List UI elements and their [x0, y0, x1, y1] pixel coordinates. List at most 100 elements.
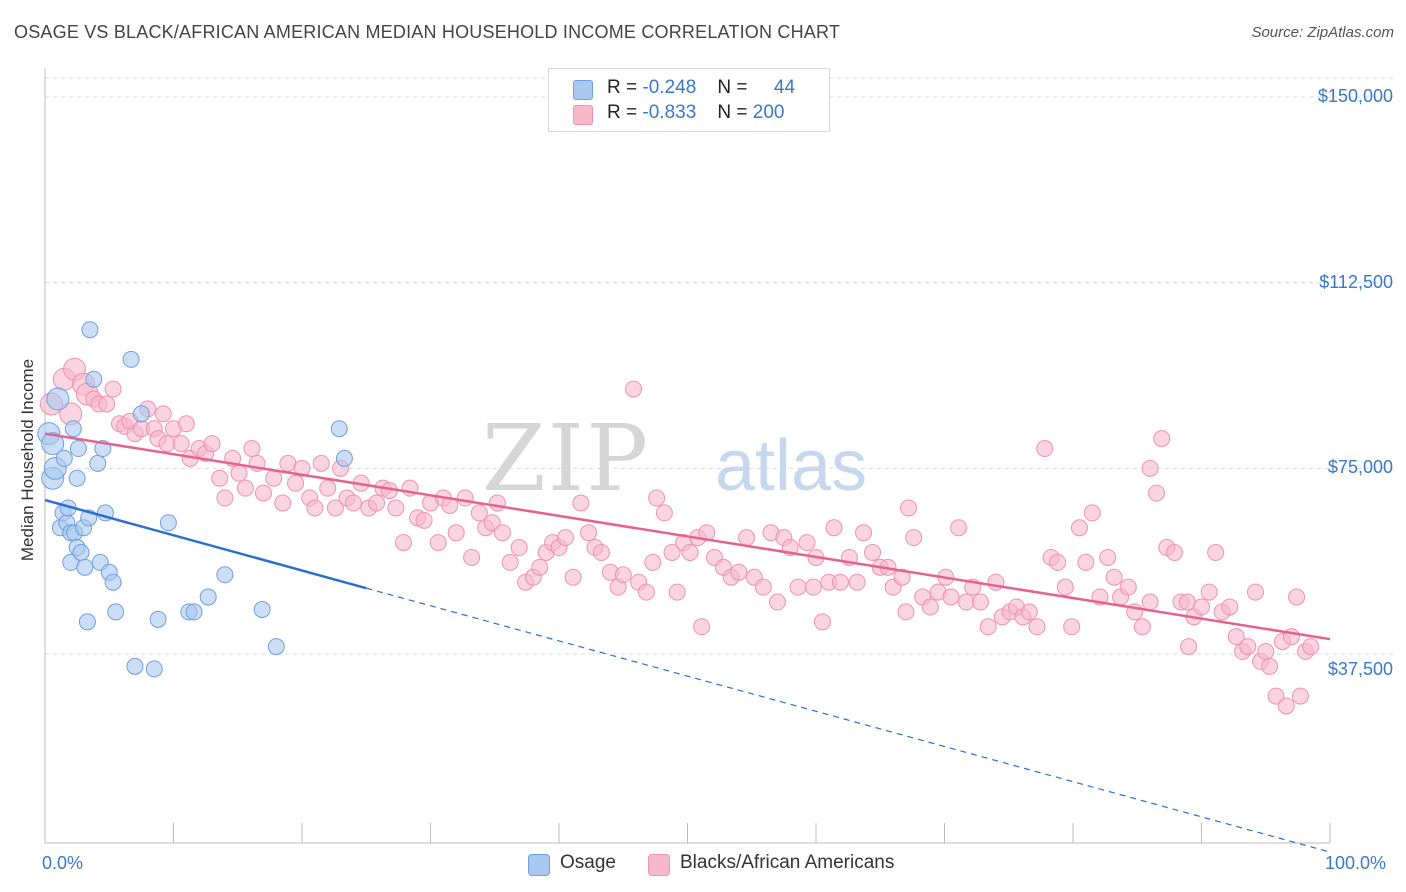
osage-point: [267, 638, 285, 656]
black-point: [1291, 687, 1309, 705]
black-point: [456, 489, 474, 507]
black-point: [216, 489, 234, 507]
black-point: [663, 544, 681, 562]
osage-point: [330, 420, 348, 438]
black-point: [921, 598, 939, 616]
legend-r-value: -0.248: [642, 77, 697, 98]
black-point: [1239, 638, 1257, 656]
black-point: [211, 469, 229, 487]
black-point: [1180, 638, 1198, 656]
black-point: [681, 544, 699, 562]
legend-n-label: N =: [717, 102, 748, 123]
black-point: [483, 514, 501, 532]
osage-point: [41, 432, 65, 456]
black-point: [1221, 598, 1239, 616]
y-axis-label: Median Household Income: [18, 358, 37, 562]
black-point: [564, 568, 582, 586]
x-tick-max: 100.0%: [1325, 853, 1387, 873]
watermark: ZIP atlas: [482, 405, 867, 512]
bottom-legend-swatch-black: [648, 854, 670, 876]
black-point: [501, 553, 519, 571]
black-point: [900, 499, 918, 517]
osage-point: [72, 544, 90, 562]
black-point: [1056, 578, 1074, 596]
black-point: [510, 539, 528, 557]
osage-point: [149, 610, 167, 628]
osage-point: [46, 387, 70, 411]
osage-point: [69, 440, 87, 458]
black-point: [813, 613, 831, 631]
osage-point: [55, 449, 73, 467]
black-point: [950, 519, 968, 537]
black-point: [230, 464, 248, 482]
correlation-legend: R = -0.248 N = 44 R = -0.833 N = 200: [548, 68, 830, 132]
osage-point: [78, 613, 96, 631]
black-point: [1141, 459, 1159, 477]
osage-point: [145, 660, 163, 678]
black-point: [1020, 603, 1038, 621]
black-point: [614, 566, 632, 584]
axes: [44, 68, 1331, 844]
osage-trend-line: [44, 498, 367, 590]
black-point: [429, 534, 447, 552]
black-point: [804, 578, 822, 596]
black-point: [644, 553, 662, 571]
black-point: [203, 435, 221, 453]
black-point: [905, 529, 923, 547]
trend-lines: [44, 432, 1331, 853]
black-point: [957, 593, 975, 611]
black-point: [493, 524, 511, 542]
black-point: [1193, 598, 1210, 616]
black-point: [1166, 544, 1184, 562]
osage-point: [253, 600, 271, 618]
legend-n-label: N =: [717, 77, 748, 98]
black-point: [637, 583, 655, 601]
black-point: [1083, 504, 1101, 522]
black-point: [279, 454, 297, 472]
black-point: [1133, 618, 1151, 636]
black-point: [789, 578, 807, 596]
legend-r-label: R =: [607, 77, 638, 98]
black-point: [580, 524, 598, 542]
black-point: [447, 524, 465, 542]
legend-r-value: -0.833: [642, 102, 697, 123]
black-point: [243, 440, 261, 458]
black-point: [754, 578, 772, 596]
bottom-legend-swatch-osage: [528, 854, 550, 876]
black-point: [312, 454, 330, 472]
black-point: [592, 544, 610, 562]
black-point: [855, 524, 873, 542]
bottom-legend-label-osage: Osage: [560, 852, 616, 873]
osage-point: [159, 514, 177, 532]
black-point: [488, 494, 506, 512]
black-point: [531, 558, 549, 576]
chart-source: Source: ZipAtlas.com: [1251, 24, 1394, 41]
black-point: [470, 504, 488, 522]
black-point: [825, 519, 843, 537]
black-point: [971, 593, 989, 611]
black-point: [306, 499, 324, 517]
black-point: [265, 469, 283, 487]
black-point: [344, 494, 362, 512]
black-point: [831, 573, 849, 591]
black-point: [1246, 583, 1264, 601]
watermark-atlas: atlas: [715, 426, 867, 506]
legend-n-value: 44: [773, 77, 796, 98]
black-point: [287, 474, 305, 492]
chart-title: OSAGE VS BLACK/AFRICAN AMERICAN MEDIAN H…: [14, 22, 841, 42]
black-point: [1207, 544, 1225, 562]
black-point: [387, 499, 405, 517]
black-point: [1063, 618, 1081, 636]
black-point: [395, 534, 413, 552]
black-point: [463, 548, 481, 566]
black-point: [326, 499, 344, 517]
black-point: [1277, 697, 1295, 715]
black-point: [1148, 484, 1166, 502]
black-point: [1077, 553, 1095, 571]
black-point: [177, 415, 195, 433]
black-point: [798, 534, 816, 552]
black-point: [154, 405, 172, 423]
black-point: [293, 459, 311, 477]
black-point: [942, 588, 960, 606]
x-tick-min: 0.0%: [42, 853, 84, 873]
